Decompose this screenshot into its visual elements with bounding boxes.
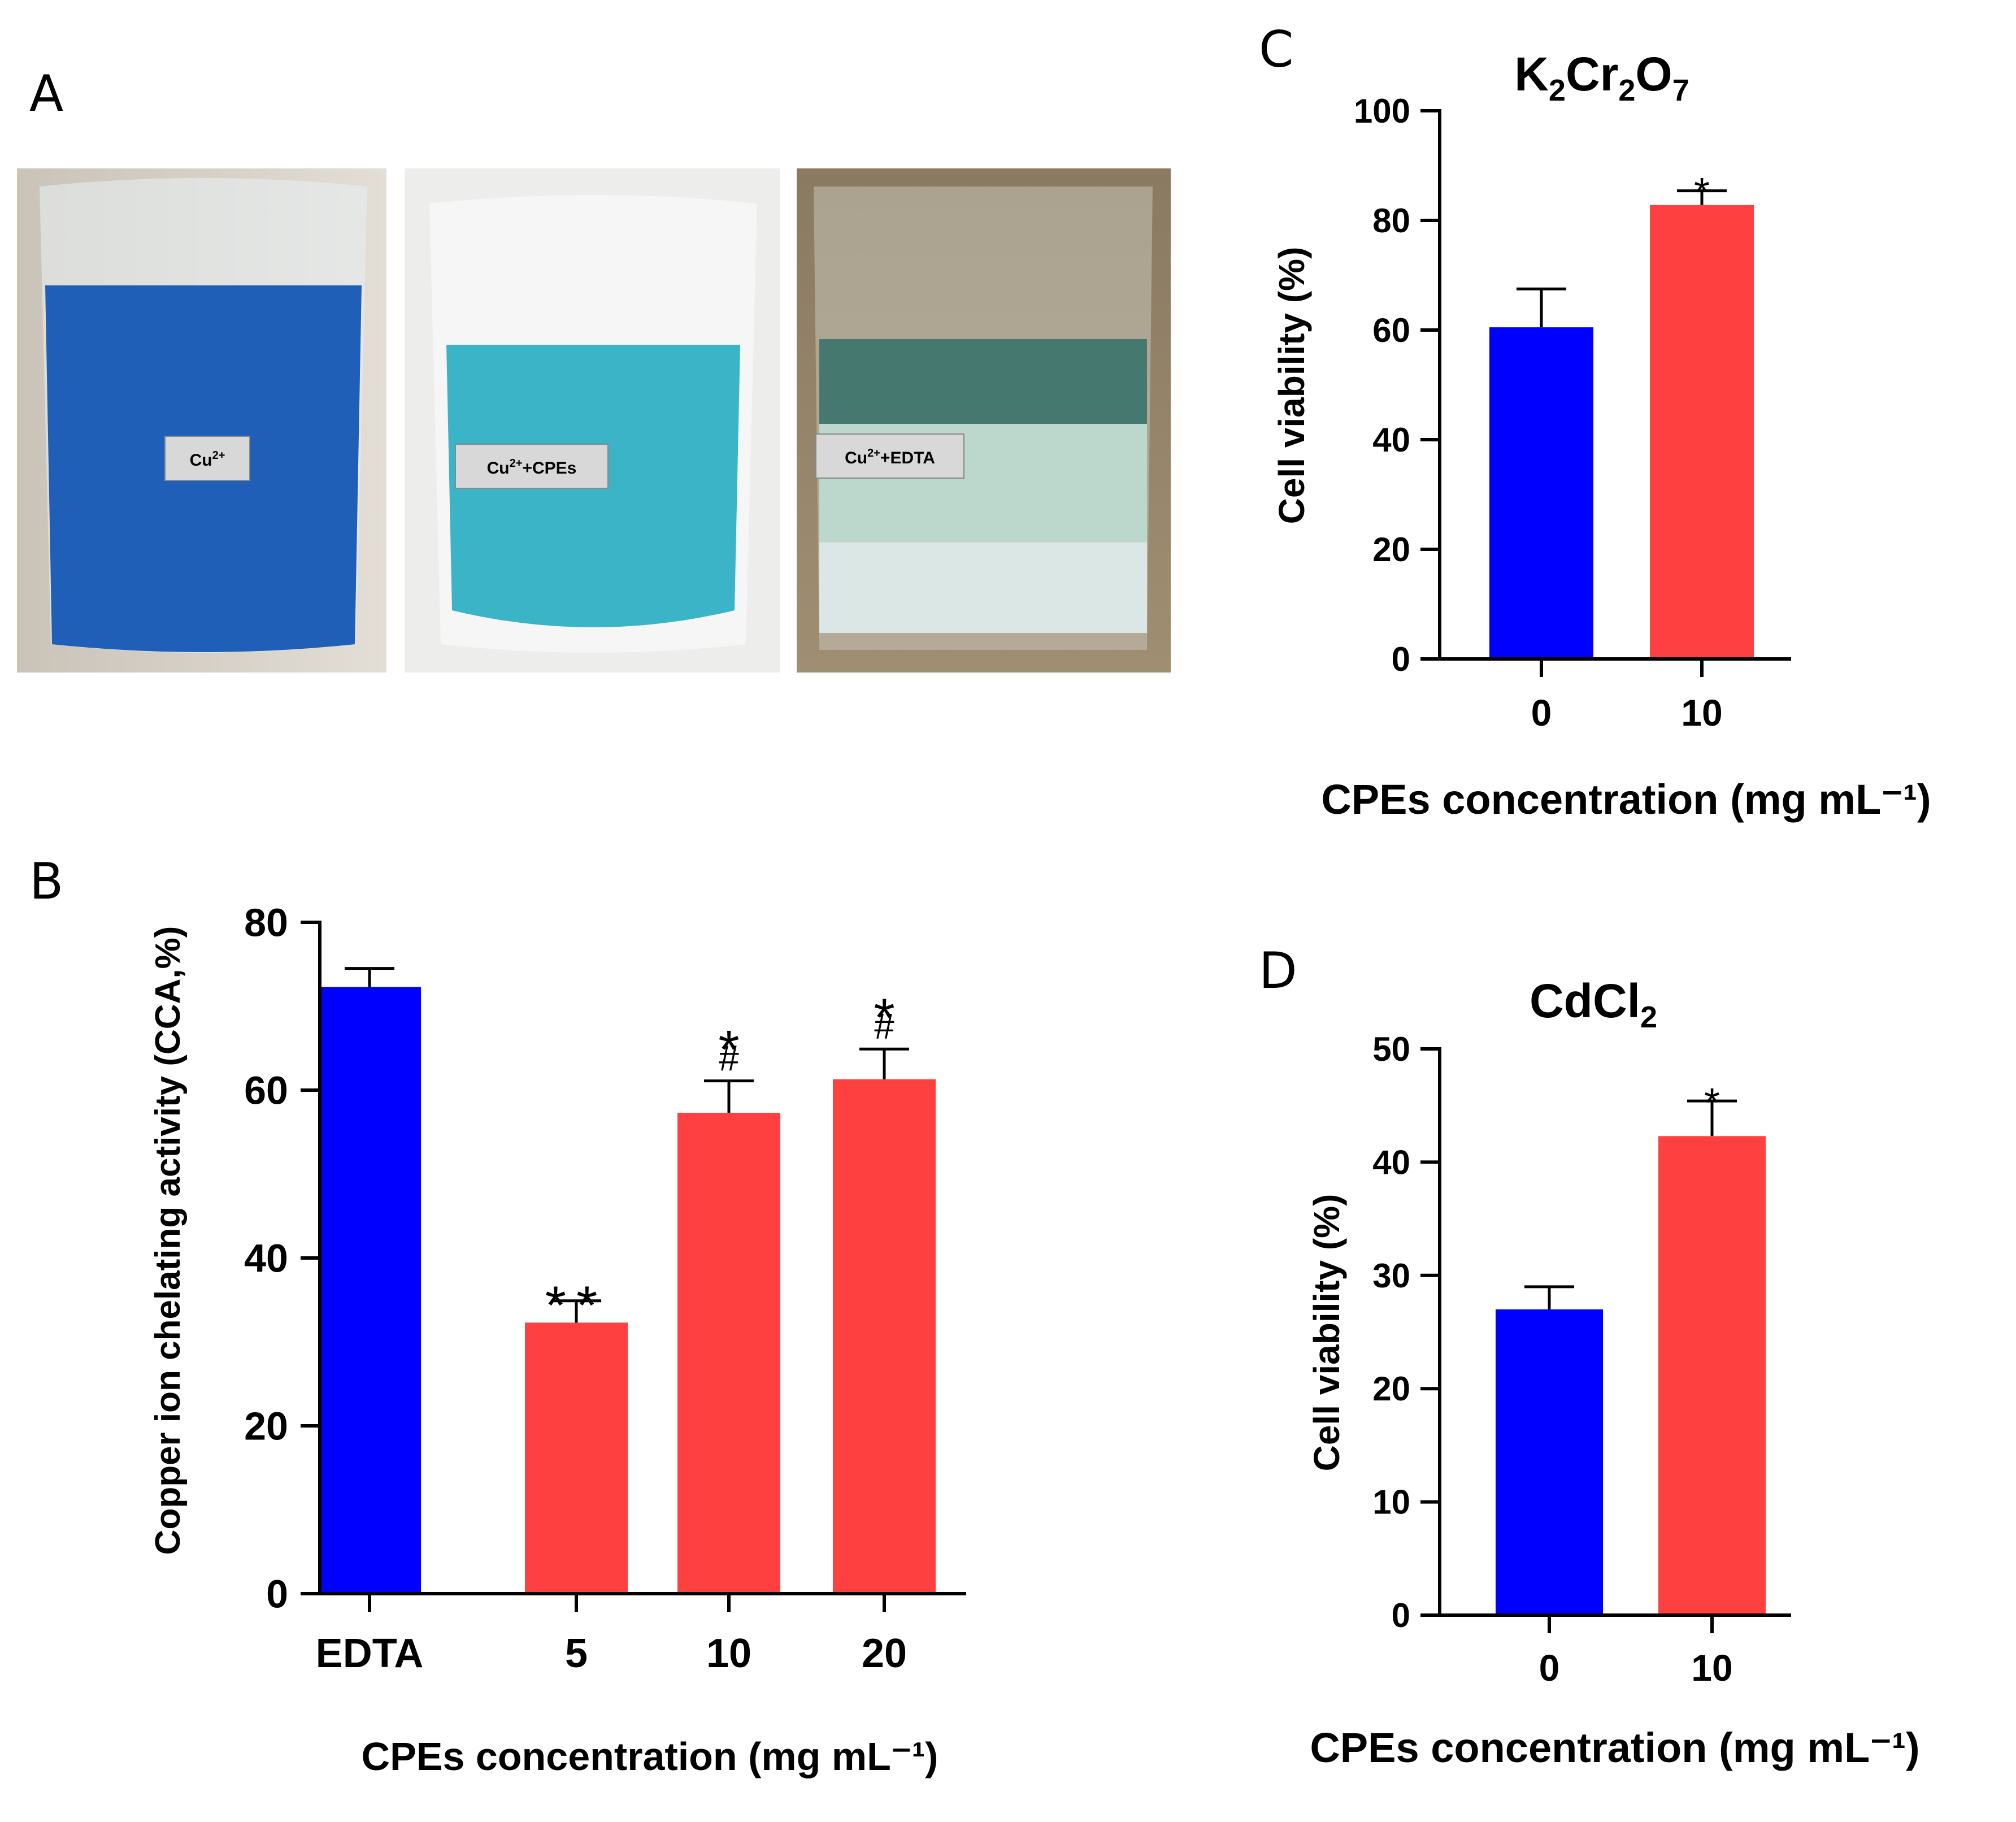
panel-letter-c: C xyxy=(1259,20,1293,79)
chart-c-error-bar xyxy=(1517,287,1566,328)
photo-label-cu-cpes: Cu2++CPEs xyxy=(487,457,577,478)
chart-c-error-bar xyxy=(1677,189,1727,205)
panel-letter-a: A xyxy=(29,64,63,123)
chart-c-bar xyxy=(1489,327,1593,659)
chart-b-ytick-label: 80 xyxy=(244,901,288,945)
photo-cu-edta: Cu2++EDTA xyxy=(797,168,1171,673)
chart-c-k2cr2o7: K2Cr2O7 0 20 40 60 80 100 0 10 * Cell viabilit… xyxy=(1271,47,1931,823)
chart-c-significance-star: * xyxy=(1694,170,1710,215)
chart-b-bar xyxy=(833,1079,936,1594)
chart-b-bar xyxy=(318,987,421,1594)
chart-b-bar xyxy=(525,1322,628,1594)
chart-c-bar xyxy=(1650,205,1754,660)
chart-d-y-label: Cell viability (%) xyxy=(1306,1194,1347,1472)
chart-c-x-label: CPEs concentration (mg mL⁻¹) xyxy=(1321,776,1931,823)
chart-d-error-bar xyxy=(1524,1285,1574,1309)
chart-d-category-label: 0 xyxy=(1539,1647,1560,1689)
chart-b-bar xyxy=(677,1113,780,1594)
chart-d-category-label: 10 xyxy=(1691,1647,1732,1689)
chart-d-ytick-label: 0 xyxy=(1392,1597,1410,1634)
chart-c-ytick-label: 0 xyxy=(1392,640,1410,678)
chart-d-ytick-label: 40 xyxy=(1372,1143,1410,1181)
chart-d-x-label: CPEs concentration (mg mL⁻¹) xyxy=(1310,1724,1919,1771)
chart-d-ytick-label: 10 xyxy=(1372,1483,1410,1521)
panel-a-photos: Cu2+ Cu2++CPEs Cu2++EDTA xyxy=(17,168,1171,673)
chart-d-ytick-label: 20 xyxy=(1372,1370,1410,1408)
chart-c-category-label: 0 xyxy=(1531,692,1552,734)
chart-d-bar xyxy=(1658,1136,1766,1615)
chart-b-x-label: CPEs concentration (mg mL⁻¹) xyxy=(362,1734,939,1778)
chart-d-error-bar xyxy=(1687,1099,1737,1136)
chart-c-ytick-label: 100 xyxy=(1354,92,1410,130)
chart-c-ytick-label: 40 xyxy=(1372,421,1410,459)
chart-b-significance-star: * xyxy=(874,987,894,1048)
chart-d-ytick-label: 30 xyxy=(1372,1257,1410,1295)
chart-b-ytick-label: 20 xyxy=(244,1404,288,1448)
chart-c-ytick-label: 20 xyxy=(1372,531,1410,569)
chart-b-category-label: 20 xyxy=(862,1631,907,1676)
chart-b-significance-star: * xyxy=(718,1020,739,1080)
chart-d-title: CdCl2 xyxy=(1530,974,1657,1034)
panel-letter-b: B xyxy=(29,852,63,910)
chart-b-ytick-label: 40 xyxy=(244,1237,288,1281)
chart-b-category-label: 5 xyxy=(565,1631,588,1676)
chart-b-hash-marker: # xyxy=(874,1006,894,1047)
chart-b-category-label: 10 xyxy=(706,1631,751,1676)
chart-c-ytick-label: 60 xyxy=(1372,311,1410,349)
panel-letter-d: D xyxy=(1259,942,1297,1000)
chart-b-y-label: Copper ion chelating activity (CCA,%) xyxy=(149,926,188,1555)
chart-d-bar xyxy=(1496,1309,1603,1615)
chart-b-error-bar xyxy=(551,1299,601,1323)
chart-b-significance-star: ** xyxy=(545,1276,608,1336)
chart-b-error-bar xyxy=(345,967,394,987)
chart-b-category-label: EDTA xyxy=(316,1631,424,1676)
photo-label-cu: Cu2+ xyxy=(190,449,225,470)
chart-d-significance-star: * xyxy=(1704,1081,1720,1126)
chart-b-ytick-label: 60 xyxy=(244,1069,288,1113)
photo-label-cu-edta: Cu2++EDTA xyxy=(845,447,935,467)
chart-b-error-bar xyxy=(704,1079,754,1113)
chart-d-cdcl2: CdCl2 0 10 20 30 40 50 0 10 * Cell viability (… xyxy=(1306,974,1920,1771)
photo-cu: Cu2+ xyxy=(17,168,386,673)
photo-cu-cpes: Cu2++CPEs xyxy=(405,168,780,673)
chart-b-hash-marker: # xyxy=(719,1038,739,1079)
chart-c-ytick-label: 80 xyxy=(1372,202,1410,240)
chart-d-ytick-label: 50 xyxy=(1372,1030,1410,1068)
chart-c-category-label: 10 xyxy=(1681,692,1722,734)
chart-c-title: K2Cr2O7 xyxy=(1514,47,1689,107)
chart-b-error-bar xyxy=(859,1047,909,1079)
chart-b-ytick-label: 0 xyxy=(266,1572,288,1616)
chart-c-y-label: Cell viability (%) xyxy=(1271,247,1312,524)
